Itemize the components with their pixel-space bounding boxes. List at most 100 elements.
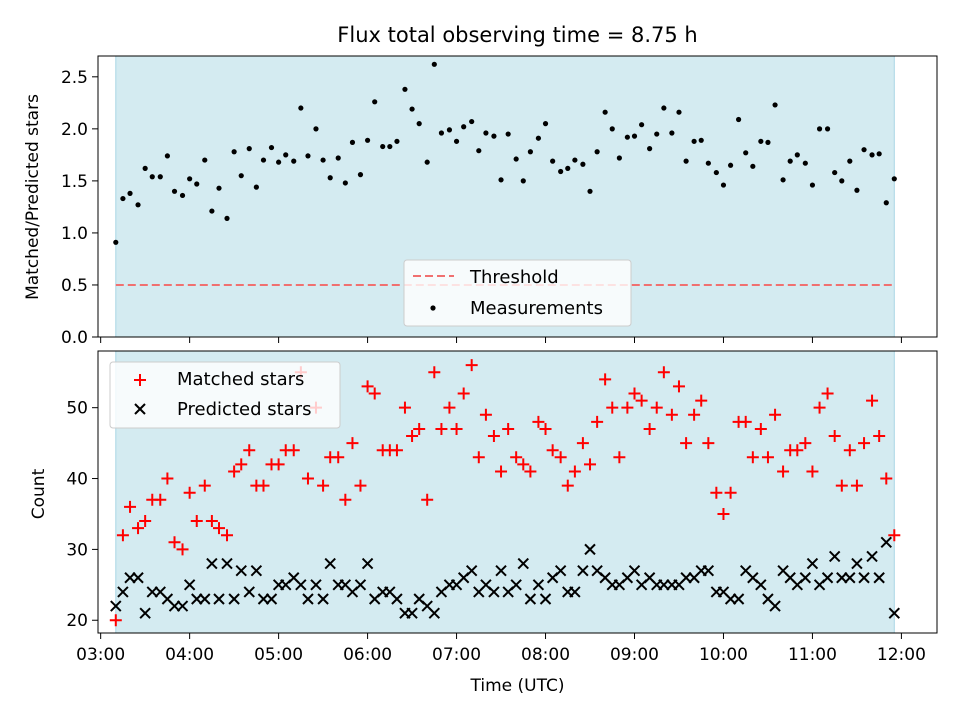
matched-star-point [688, 408, 701, 421]
measurement-point [520, 178, 526, 184]
matched-star-point [176, 543, 189, 556]
measurement-point [876, 151, 882, 157]
matched-star-point [339, 493, 352, 506]
top-legend-box [403, 259, 632, 327]
measurement-point [705, 160, 711, 166]
predicted-star-point [584, 543, 596, 556]
measurement-point [476, 148, 482, 154]
predicted-star-point [228, 593, 240, 605]
matched-star-point [717, 507, 730, 520]
predicted-star-point [139, 607, 151, 619]
matched-star-point [724, 486, 737, 499]
matched-star-point [561, 479, 574, 492]
matched-star-point [888, 529, 901, 542]
predicted-star-point [569, 586, 581, 598]
matched-star-point [428, 366, 441, 379]
matched-star-point [813, 401, 826, 414]
predicted-star-point [828, 550, 841, 563]
bottom-y-tick-label: 30 [66, 540, 88, 560]
predicted-star-point [235, 564, 247, 577]
matched-star-point [858, 437, 871, 450]
matched-star-point [591, 415, 604, 428]
matched-star-point [421, 493, 434, 506]
predicted-star-point [532, 579, 545, 591]
predicted-star-point [206, 557, 218, 570]
predicted-star-point [176, 600, 189, 612]
matched-star-point [354, 479, 367, 492]
measurement-point [676, 109, 682, 115]
matched-star-point [539, 422, 552, 435]
matched-star-point [116, 529, 129, 542]
measurement-point [498, 177, 504, 183]
predicted-star-point [821, 572, 834, 584]
matched-star-point [621, 401, 634, 414]
top-y-tick-label: 2.5 [61, 68, 88, 88]
x-tick-label: 08:00 [521, 645, 570, 665]
matched-star-point [413, 422, 426, 435]
measurement-point [349, 139, 356, 145]
matched-star-point [710, 486, 723, 499]
measurement-point [535, 135, 542, 141]
matched-star-point [873, 430, 886, 443]
measurement-point [469, 118, 475, 125]
measurement-point [558, 168, 564, 175]
measurement-point [735, 116, 742, 123]
matched-star-point [332, 451, 345, 464]
measurement-point [802, 160, 808, 166]
measurement-point [157, 174, 163, 180]
predicted-stars-legend-swatch [134, 403, 146, 415]
matched-star-point [806, 465, 819, 478]
predicted-star-point [510, 579, 522, 591]
predicted-star-point [265, 593, 278, 605]
matched-star-point [243, 444, 256, 457]
measurement-point [461, 124, 467, 130]
predicted-star-point [628, 564, 641, 577]
measurement-point [505, 131, 511, 137]
predicted-star-point [844, 572, 856, 584]
matched-star-point [672, 380, 685, 393]
predicted-star-point [539, 593, 552, 605]
matched-star-point [828, 430, 841, 443]
measurement-point [171, 188, 178, 194]
measurements-points [113, 61, 897, 245]
measurement-point [202, 157, 208, 163]
matched-star-point [443, 401, 456, 414]
x-tick-label: 09:00 [610, 645, 659, 665]
predicted-star-point [702, 564, 715, 577]
matched-star-point [584, 458, 597, 471]
measurement-point [276, 159, 282, 165]
predicted-star-point [317, 593, 329, 605]
matched-star-point [799, 437, 812, 450]
matched-star-point [650, 401, 663, 414]
matched-star-point [546, 444, 559, 457]
measurement-point [780, 177, 786, 183]
matched-star-point [346, 437, 359, 450]
matched-star-point [628, 387, 641, 400]
top-x-ticks [100, 337, 902, 343]
measurement-point [320, 157, 326, 163]
predicted-star-point [428, 607, 441, 619]
predicted-star-point [199, 593, 211, 605]
measurement-point [342, 180, 348, 186]
top-y-tick-label: 1.0 [61, 224, 88, 244]
measurement-point [602, 109, 608, 115]
matched-star-point [205, 515, 218, 528]
measurement-point [446, 127, 453, 133]
measurement-point [416, 121, 422, 127]
matched-star-point [472, 451, 485, 464]
predicted-star-point [213, 593, 225, 605]
measurement-point [135, 202, 141, 208]
bottom-legend-box [109, 361, 341, 429]
bottom-y-tick-label: 50 [66, 399, 88, 419]
measurement-point [794, 152, 800, 158]
predicted-star-point [295, 579, 307, 591]
x-tick-label: 11:00 [788, 645, 837, 665]
measurement-point [224, 215, 230, 221]
matched-star-point [665, 408, 678, 421]
top-y-tick-label: 0.5 [61, 276, 88, 296]
measurement-point [231, 149, 237, 155]
predicted-star-point [888, 607, 901, 619]
predicted-star-point [873, 572, 885, 584]
measurement-point [194, 181, 200, 187]
